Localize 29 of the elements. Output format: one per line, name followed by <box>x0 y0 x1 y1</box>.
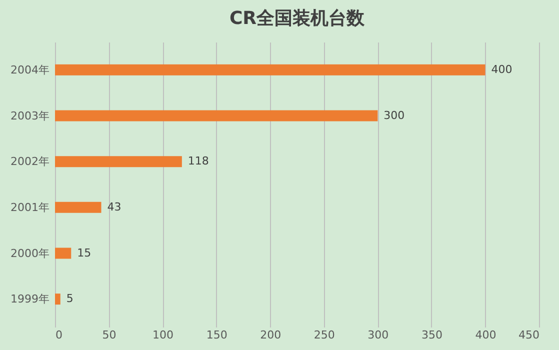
x-tick-label: 250 <box>314 328 335 342</box>
x-tick-label: 350 <box>421 328 442 342</box>
x-tick-label: 400 <box>475 328 496 342</box>
x-tick-label: 200 <box>260 328 282 342</box>
y-tick-label: 2003年 <box>10 109 50 122</box>
y-tick-label: 1999年 <box>10 292 50 306</box>
x-tick-label: 100 <box>152 328 174 342</box>
x-tick-label: 300 <box>368 328 389 342</box>
bar <box>55 248 72 259</box>
data-label: 15 <box>77 246 92 260</box>
y-tick-label: 2001年 <box>10 200 50 214</box>
data-label: 300 <box>384 108 405 122</box>
bar <box>55 110 378 122</box>
data-label: 5 <box>66 292 74 306</box>
x-tick-label: 150 <box>206 328 228 342</box>
bar <box>55 294 60 305</box>
x-tick-label: 50 <box>102 328 116 342</box>
data-label: 43 <box>107 200 122 214</box>
data-label: 400 <box>491 62 512 76</box>
chart-title: CR全国装机台数 <box>229 8 366 29</box>
y-tick-label: 2000年 <box>10 246 50 260</box>
y-tick-label: 2004年 <box>10 63 50 76</box>
y-tick-label: 2002年 <box>10 155 50 168</box>
data-label: 118 <box>188 154 209 168</box>
bar <box>55 202 102 213</box>
bar <box>55 156 182 168</box>
x-tick-label: 0 <box>56 328 62 342</box>
bar <box>55 64 486 76</box>
x-tick-label: 450 <box>518 328 540 342</box>
